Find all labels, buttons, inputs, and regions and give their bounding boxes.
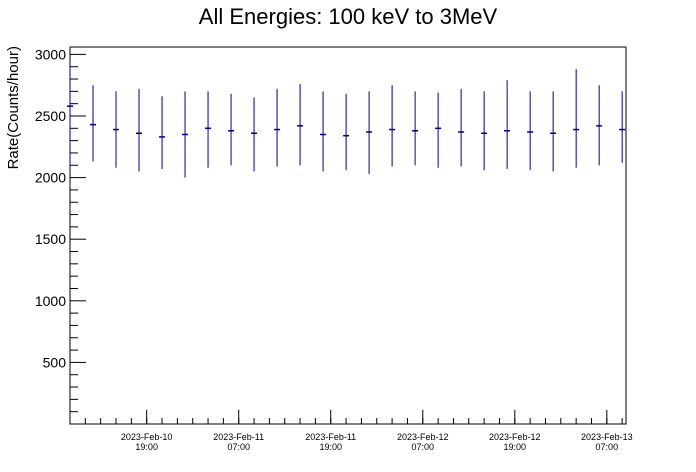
x-tick-time-label: 19:00 (135, 442, 158, 452)
y-axis-label: Rate(Counts/hour) (5, 46, 22, 169)
x-tick-date-label: 2023-Feb-11 (213, 432, 264, 442)
chart-title: All Energies: 100 keV to 3MeV (199, 4, 498, 29)
x-tick-date-label: 2023-Feb-13 (581, 432, 633, 442)
x-tick-date-label: 2023-Feb-12 (397, 432, 449, 442)
x-tick-date-label: 2023-Feb-10 (121, 432, 173, 442)
data-series (67, 64, 626, 178)
y-tick-label: 3000 (35, 46, 66, 62)
y-minor-ticks (70, 66, 78, 413)
y-tick-label: 1000 (35, 293, 66, 309)
x-tick-time-label: 19:00 (504, 442, 527, 452)
x-tick-time-label: 19:00 (319, 442, 342, 452)
y-tick-label: 2000 (35, 170, 66, 186)
y-axis-ticks: 500 1000 1500 2000 2500 3000 (35, 46, 86, 370)
x-tick-time-label: 07:00 (227, 442, 250, 452)
x-tick-date-label: 2023-Feb-12 (489, 432, 541, 442)
x-tick-time-label: 07:00 (412, 442, 435, 452)
y-tick-label: 1500 (35, 231, 66, 247)
y-tick-label: 2500 (35, 108, 66, 124)
x-axis-ticks: 2023-Feb-1019:002023-Feb-1107:002023-Feb… (69, 410, 633, 452)
x-tick-time-label: 07:00 (596, 442, 619, 452)
y-tick-label: 500 (43, 354, 67, 370)
plot-frame (69, 46, 627, 425)
x-tick-date-label: 2023-Feb-11 (305, 432, 356, 442)
